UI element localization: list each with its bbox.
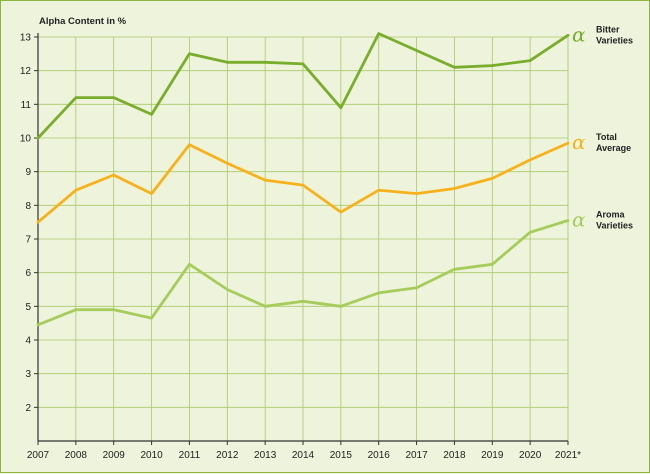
- data-point-aroma-varieties: [339, 305, 343, 308]
- data-point-total-average: [339, 210, 343, 214]
- x-tick-label: 2020: [519, 450, 542, 461]
- x-tick-label: 2018: [443, 450, 466, 461]
- y-tick-label: 6: [25, 268, 31, 279]
- x-tick-label: 2019: [481, 450, 504, 461]
- data-point-bitter-varieties: [226, 61, 229, 64]
- data-point-bitter-varieties: [188, 52, 191, 56]
- y-tick-label: 12: [20, 66, 32, 77]
- data-point-bitter-varieties: [263, 61, 267, 64]
- alpha-icon: α: [572, 22, 586, 46]
- grid: [38, 36, 569, 441]
- x-tick-label: 2014: [292, 450, 315, 461]
- data-point-bitter-varieties: [453, 66, 456, 69]
- data-point-total-average: [36, 220, 40, 224]
- data-point-aroma-varieties: [263, 305, 267, 308]
- data-point-total-average: [263, 178, 267, 182]
- data-point-total-average: [226, 162, 229, 165]
- data-point-aroma-varieties: [566, 219, 570, 222]
- x-tick-label: 2010: [140, 450, 163, 461]
- data-point-total-average: [415, 192, 418, 195]
- x-tick-label: 2013: [254, 450, 277, 461]
- data-point-total-average: [566, 141, 570, 145]
- y-tick-label: 4: [25, 336, 31, 347]
- data-point-bitter-varieties: [74, 96, 78, 99]
- data-point-aroma-varieties: [377, 291, 380, 295]
- data-point-bitter-varieties: [339, 106, 343, 109]
- y-tick-label: 3: [25, 369, 31, 380]
- data-point-total-average: [528, 158, 532, 162]
- data-point-aroma-varieties: [491, 263, 494, 266]
- data-point-aroma-varieties: [415, 286, 418, 290]
- data-point-total-average: [188, 143, 191, 146]
- y-tick-label: 8: [25, 201, 31, 212]
- y-tick-label: 13: [20, 33, 32, 44]
- legend-label: Varieties: [596, 220, 633, 230]
- legend-label: Total: [596, 132, 617, 142]
- y-tick-label: 11: [21, 100, 32, 111]
- data-point-aroma-varieties: [36, 323, 40, 327]
- data-point-bitter-varieties: [528, 59, 532, 62]
- alpha-icon: α: [572, 207, 586, 231]
- data-point-bitter-varieties: [112, 96, 115, 99]
- y-tick-label: 7: [25, 235, 31, 246]
- legend-label: Bitter: [596, 24, 620, 34]
- alpha-icon: α: [572, 130, 586, 154]
- data-point-total-average: [377, 188, 380, 192]
- legend-label: Aroma: [596, 209, 626, 219]
- x-tick-label: 2011: [179, 450, 201, 461]
- x-tick-label: 2007: [27, 450, 50, 461]
- data-point-total-average: [301, 183, 305, 187]
- data-point-bitter-varieties: [301, 62, 305, 66]
- axes: 2 3 4 5 6 7 8 9 10 11 12 13 2007 2008 2009 2010 2011 2012…: [20, 33, 581, 462]
- data-point-bitter-varieties: [377, 32, 380, 35]
- data-point-total-average: [74, 188, 78, 192]
- data-point-bitter-varieties: [36, 136, 40, 140]
- data-point-aroma-varieties: [150, 316, 153, 320]
- x-tick-label: 2016: [368, 450, 391, 461]
- x-tick-label: 2008: [65, 450, 88, 461]
- y-tick-label: 10: [20, 134, 32, 145]
- y-tick-label: 9: [25, 167, 31, 178]
- data-point-aroma-varieties: [112, 308, 115, 311]
- data-point-aroma-varieties: [301, 300, 305, 303]
- y-tick-label: 5: [25, 302, 31, 313]
- series: [36, 32, 570, 327]
- y-axis-label: Alpha Content in %: [39, 16, 127, 27]
- data-point-aroma-varieties: [453, 268, 456, 271]
- data-point-aroma-varieties: [188, 263, 191, 266]
- data-point-bitter-varieties: [566, 34, 570, 37]
- x-tick-label: 2017: [405, 450, 428, 461]
- data-point-bitter-varieties: [491, 64, 494, 67]
- x-tick-label: 2012: [216, 450, 239, 461]
- data-point-bitter-varieties: [415, 49, 418, 52]
- data-point-bitter-varieties: [150, 113, 153, 116]
- legend-label: Varieties: [596, 35, 633, 45]
- legend-label: Average: [596, 143, 631, 153]
- data-point-aroma-varieties: [74, 308, 78, 311]
- data-point-aroma-varieties: [528, 231, 532, 234]
- y-tick-label: 2: [25, 403, 31, 414]
- x-tick-label: 2009: [103, 450, 126, 461]
- data-point-total-average: [150, 192, 153, 195]
- data-point-aroma-varieties: [226, 288, 229, 291]
- data-point-total-average: [453, 187, 456, 190]
- data-point-total-average: [491, 177, 494, 180]
- x-tick-label: 2015: [330, 450, 353, 461]
- data-point-total-average: [112, 173, 115, 177]
- x-tick-label: 2021*: [555, 450, 581, 461]
